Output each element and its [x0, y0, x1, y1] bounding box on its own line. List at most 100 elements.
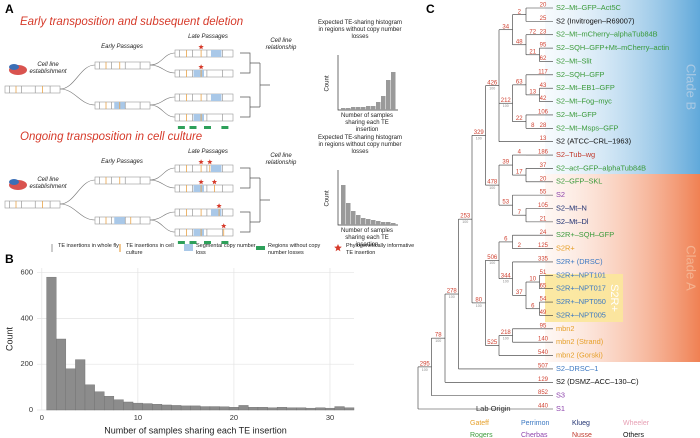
- lab-legend: Gateff: [470, 420, 489, 427]
- scenario-title: Ongoing transposition in cell culture: [20, 131, 202, 143]
- support-label: 22: [516, 116, 523, 122]
- support-sub: 100: [503, 336, 509, 340]
- support-label: 295: [420, 361, 431, 367]
- copy-loss: [193, 185, 204, 192]
- x-tick-label: 30: [326, 413, 334, 422]
- leaf-label: S3: [556, 391, 565, 400]
- lab-legend: Nusse: [572, 432, 592, 438]
- support-label: 6: [504, 236, 508, 242]
- leaf-label: S2 (DSMZ–ACC–130–C): [556, 377, 639, 386]
- bar: [238, 405, 249, 411]
- no-loss-region: [189, 126, 197, 129]
- early-label: Early Passages: [101, 44, 143, 50]
- y-axis-label: Count: [4, 327, 14, 352]
- support-sub: 100: [435, 339, 441, 343]
- bar: [248, 407, 259, 411]
- relationship-tree: [240, 167, 270, 233]
- leaf-label: S2R+ (DRSC): [556, 257, 603, 266]
- establishment-label: Cell line establishment: [29, 62, 67, 75]
- bar: [56, 338, 67, 411]
- leaf-label: S2: [556, 190, 565, 199]
- legend-text: Regions without copy number losses: [268, 243, 321, 256]
- chromosome: [174, 164, 234, 173]
- leaf-label: S2–act–GFP–alphaTub84B: [556, 163, 646, 172]
- late-label: Late Passages: [188, 34, 228, 40]
- leaf-label: S2–DRSC–1: [556, 364, 598, 373]
- lineage: [59, 88, 96, 106]
- leaf-label: S2 (ATCC–CRL–1963): [556, 137, 631, 146]
- bar: [180, 405, 191, 411]
- te-star: [334, 244, 342, 252]
- mini-bar: [346, 203, 351, 225]
- support-label: 6: [531, 303, 535, 309]
- clade-a-box: [545, 174, 700, 362]
- legend-key: [256, 246, 265, 250]
- support-label: 95: [540, 323, 547, 329]
- lab-legend: Others: [623, 432, 645, 438]
- mini-bar: [361, 107, 366, 110]
- lineage: [59, 179, 96, 205]
- mini-bar: [376, 221, 381, 225]
- support-label: 478: [487, 180, 498, 186]
- support-label: 10: [529, 277, 536, 283]
- establishment-label: Cell line establishment: [29, 177, 67, 190]
- support-label: 525: [487, 340, 498, 346]
- mini-bar: [381, 96, 386, 110]
- lineage: [149, 211, 176, 221]
- support-label: 21: [540, 216, 547, 222]
- bar: [315, 407, 326, 411]
- mini-bar: [371, 220, 376, 225]
- te-star: [221, 223, 227, 229]
- mini-bar: [381, 222, 386, 225]
- lineage: [149, 167, 176, 181]
- support-label: 440: [538, 404, 549, 410]
- chromosome: [94, 176, 151, 185]
- bar: [324, 407, 335, 411]
- mini-bar: [351, 107, 356, 110]
- legend-text: TE insertions in cell culture: [126, 243, 174, 256]
- leaf-label: mbn2: [556, 324, 575, 333]
- support-label: 20: [540, 3, 547, 9]
- support-label: 25: [540, 16, 547, 22]
- bar: [334, 406, 345, 411]
- support-sub: 100: [489, 186, 495, 190]
- te-star: [211, 179, 218, 185]
- support-sub: 100: [476, 136, 482, 140]
- lineage: [59, 203, 96, 221]
- support-label: 117: [538, 69, 548, 75]
- support-label: 278: [447, 289, 458, 295]
- bar: [152, 404, 163, 411]
- support-label: 53: [502, 200, 509, 206]
- bar: [75, 359, 86, 411]
- support-label: 129: [538, 377, 549, 383]
- support-label: 329: [474, 130, 485, 136]
- no-loss-region: [177, 126, 185, 129]
- clade-label: Clade A: [684, 245, 699, 291]
- panel-label: C: [426, 2, 435, 16]
- chromosome: [174, 208, 234, 217]
- mini-y-label: Count: [324, 75, 331, 92]
- te-star: [198, 44, 204, 50]
- bar: [190, 405, 201, 411]
- copy-loss: [114, 217, 126, 224]
- expected-label: Expected TE-sharing histogram in regions…: [318, 20, 402, 40]
- support-label: 78: [435, 333, 442, 339]
- leaf-label: S2–Mt–N: [556, 203, 587, 212]
- support-label: 2: [518, 9, 522, 15]
- support-label: 20: [540, 176, 547, 182]
- leaf-label: S2 (Invitrogen–R69007): [556, 16, 634, 25]
- bar: [142, 403, 153, 411]
- late-label: Late Passages: [188, 149, 228, 155]
- copy-loss: [193, 114, 204, 121]
- bar: [84, 384, 95, 411]
- support-sub: 100: [489, 87, 495, 91]
- mini-y-label: Count: [324, 190, 331, 207]
- support-label: 125: [538, 243, 549, 249]
- leaf-label: S2–Mt–Dl: [556, 217, 589, 226]
- x-tick-label: 20: [230, 413, 238, 422]
- chromosome: [4, 85, 61, 94]
- lineage: [149, 96, 176, 106]
- support-label: 21: [529, 49, 536, 55]
- support-label: 37: [540, 163, 547, 169]
- support-label: 24: [540, 230, 547, 236]
